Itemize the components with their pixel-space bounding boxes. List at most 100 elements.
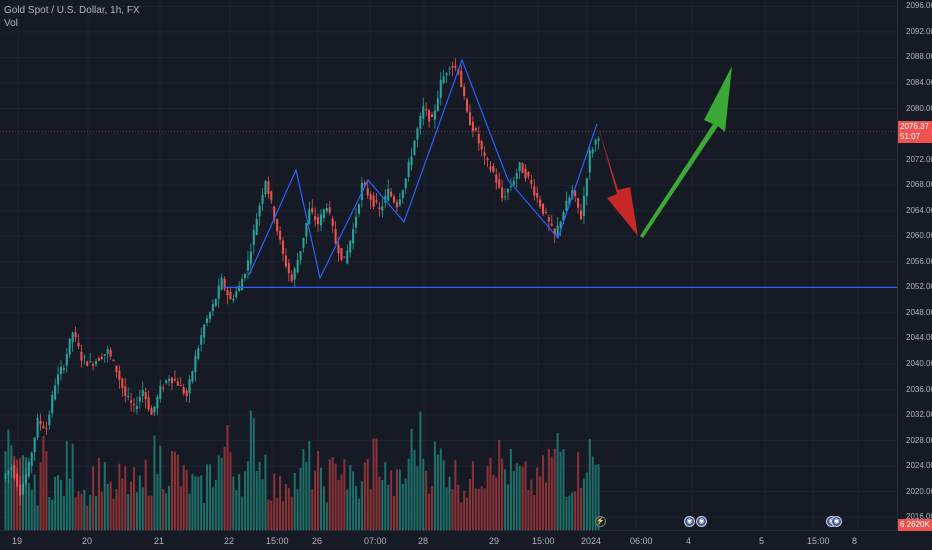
candle-body [270,191,273,201]
candle-body [127,395,130,397]
candle-body [428,110,431,122]
volume-bar [457,484,460,530]
volume-bar [559,451,562,530]
volume-bar [71,443,74,530]
candle-countdown: 51:07 [900,132,921,141]
price-tick-label: 2064.00 [906,205,932,215]
volume-bar [352,471,355,530]
candle-body [27,461,30,477]
time-axis[interactable]: 19 20 21 22 15:00 26 07:00 28 29 15:00 2024 06:00 4 5… [0,530,897,550]
price-tick-label: 2088.00 [906,52,932,62]
volume-bar [328,459,331,530]
candle-body [585,178,588,197]
candle-body [451,65,454,68]
candle-body [267,181,270,194]
volume-bar [130,481,133,530]
candle-body [249,251,252,264]
volume-bar [264,454,267,530]
volume-bar [252,418,255,530]
candle-body [340,248,343,260]
candle-body [530,179,533,185]
candle-body [308,208,311,224]
volume-bar [214,479,217,530]
candle-body [448,68,451,70]
volume-bar [325,502,328,530]
candle-body [553,228,556,235]
candle-body [378,207,381,209]
price-tick-label: 2016.00 [906,512,932,522]
candle-body [393,196,396,203]
candle-body [372,195,375,207]
us-flag-event-icon[interactable]: ◉ [696,516,707,527]
candle-body [10,466,13,470]
volume-bar [92,466,95,530]
volume-bar [533,494,536,530]
us-flag-event-icon[interactable]: ◉ [831,516,842,527]
candle-body [349,240,352,253]
volume-bar [521,466,524,530]
candle-body [317,217,320,225]
volume-bar [331,456,334,530]
price-tick-label: 2092.00 [906,26,932,36]
volume-bar [343,459,346,530]
candle-body [436,98,439,111]
candle-body [173,379,176,381]
candle-body [42,425,45,429]
candle-body [290,274,293,281]
volume-bar [410,428,413,530]
candle-body [550,223,553,226]
volume-bar [512,471,515,530]
candle-body [352,229,355,244]
candle-body [334,229,337,244]
candle-body [357,204,360,214]
volume-bar [194,476,197,530]
candle-body [477,134,480,144]
lightning-icon[interactable]: ⚡ [595,516,606,527]
volume-bar [284,483,287,530]
candle-body [299,250,302,261]
volume-bar [550,456,553,530]
volume-bar [206,464,209,530]
volume-bar [232,476,235,530]
volume-bar [176,454,179,530]
volume-bar [515,463,518,530]
volume-bar [103,461,106,530]
volume-bar [390,470,393,530]
volume-bar [188,493,191,530]
candle-body [518,162,521,172]
candle-body [355,216,358,228]
candle-body [206,318,209,324]
volume-bar [30,489,33,530]
candle-body [83,356,86,358]
candle-body [130,400,133,403]
candle-body [45,428,48,430]
price-tick-label: 2052.00 [906,282,932,292]
candle-body [571,190,574,199]
volume-bar [74,497,77,530]
volume-bar [144,459,147,530]
candle-body [410,156,413,166]
candle-body [24,474,27,484]
volume-bar [273,473,276,530]
candle-body [124,386,127,396]
volume-bar [281,501,285,530]
us-flag-event-icon[interactable]: ◉ [684,516,695,527]
time-tick-label: 5 [759,536,765,546]
price-tick-label: 2056.00 [906,256,932,266]
volume-bar [179,485,182,530]
volume-bar [375,438,378,530]
candle-body [305,223,308,237]
candle-body [375,200,378,203]
volume-bar [597,464,600,530]
candle-body [322,209,325,218]
price-axis[interactable]: 2096.00 2092.00 2088.00 2084.00 2080.00 2076.… [897,0,932,530]
volume-bar [395,469,398,530]
volume-bar [249,410,252,530]
volume-bar [246,461,249,530]
volume-bar [165,493,168,530]
volume-bar [574,491,577,530]
volume-bar [322,486,325,530]
volume-bar [65,440,68,530]
volume-bar [471,461,474,530]
